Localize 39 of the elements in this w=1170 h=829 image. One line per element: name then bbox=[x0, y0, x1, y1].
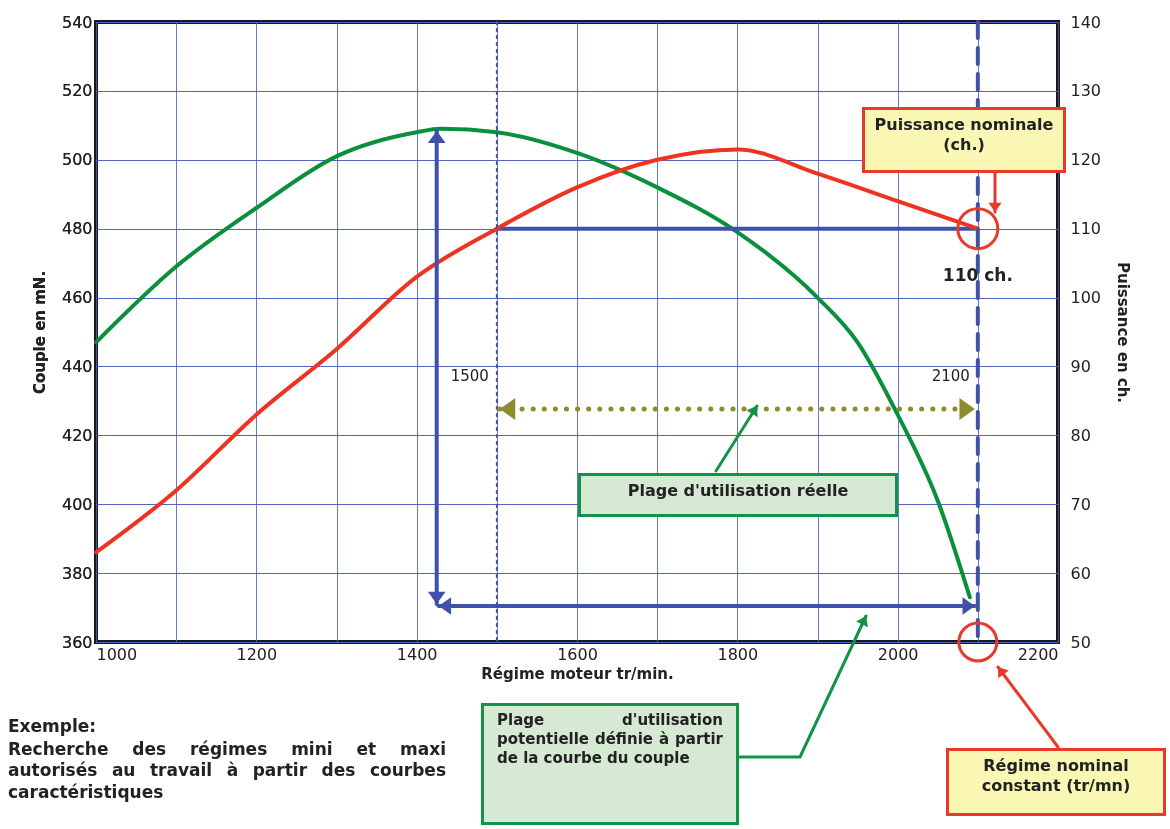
y-tick-label: 360 bbox=[61, 632, 93, 652]
text: Recherche des régimes mini et maxi autorisés au travail à partir des courbes caractéristiques bbox=[8, 739, 446, 803]
y-tick-label: 480 bbox=[61, 219, 93, 239]
text: Exemple: bbox=[8, 716, 98, 738]
y2-tick-label: 80 bbox=[1070, 425, 1091, 445]
y-tick-label: 380 bbox=[61, 563, 93, 583]
annotation: Puissance nominale (ch.) bbox=[874, 115, 1054, 155]
y-tick-label: 500 bbox=[61, 150, 93, 170]
y2-tick-label: 100 bbox=[1070, 288, 1102, 308]
y2-tick-label: 140 bbox=[1070, 12, 1102, 32]
y-tick-label: 540 bbox=[61, 12, 93, 32]
y2-axis-title: Puissance en ch. bbox=[1114, 261, 1133, 404]
x-axis-title: Régime moteur tr/min. bbox=[481, 664, 674, 683]
y2-tick-label: 70 bbox=[1070, 494, 1091, 514]
y2-tick-label: 50 bbox=[1070, 632, 1091, 652]
x-tick-label: 2000 bbox=[877, 644, 919, 664]
x-tick-label: 1200 bbox=[236, 644, 278, 664]
ref-line-label: 2100 bbox=[931, 367, 970, 385]
y2-tick-label: 90 bbox=[1070, 356, 1091, 376]
x-tick-label: 1600 bbox=[557, 644, 598, 664]
y2-tick-label: 60 bbox=[1070, 563, 1091, 583]
y-axis-title: Couple en mN. bbox=[30, 270, 49, 395]
y-tick-label: 400 bbox=[61, 494, 93, 514]
y-tick-label: 520 bbox=[61, 81, 93, 101]
y-tick-label: 440 bbox=[61, 356, 93, 376]
y-tick-label: 420 bbox=[61, 425, 93, 445]
annotation: 110 ch. bbox=[941, 264, 1014, 286]
x-tick-label: 1000 bbox=[96, 644, 138, 664]
text: Plage d'utilisation potentielle définie à partir de la courbe du couple bbox=[497, 711, 723, 768]
y2-tick-label: 130 bbox=[1070, 81, 1102, 101]
text: Régime nominal constant (tr/mn) bbox=[980, 756, 1132, 796]
annotation: Plage d'utilisation réelle bbox=[626, 481, 850, 501]
y-tick-label: 460 bbox=[61, 288, 93, 308]
x-tick-label: 2200 bbox=[1017, 644, 1059, 664]
x-tick-label: 1800 bbox=[717, 644, 759, 664]
y2-tick-label: 120 bbox=[1070, 150, 1102, 170]
ref-line-label: 1500 bbox=[450, 367, 489, 385]
y2-tick-label: 110 bbox=[1070, 219, 1102, 239]
x-tick-label: 1400 bbox=[396, 644, 438, 664]
